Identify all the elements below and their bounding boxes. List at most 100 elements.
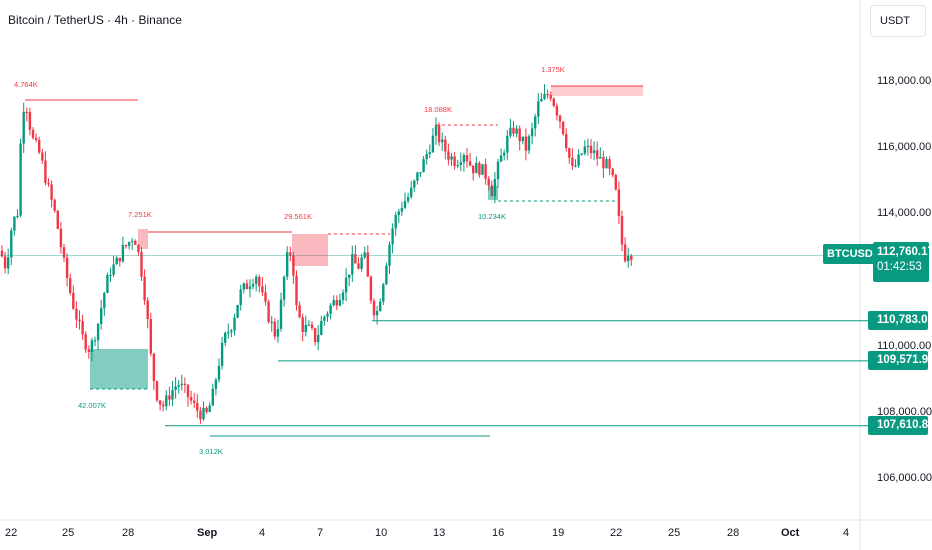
time-axis-label: 7 — [317, 527, 324, 539]
candle-body — [84, 334, 87, 350]
live-price-tag: 112,760.17 01:42:53 — [873, 242, 932, 282]
time-axis-label: 28 — [727, 527, 740, 539]
candle-body — [22, 111, 25, 144]
candle-body — [425, 153, 428, 160]
candle-body — [41, 152, 44, 161]
candle-body — [72, 292, 75, 309]
volume-annotation: 10.234K — [478, 212, 506, 221]
candle-body — [152, 353, 156, 382]
candle-body — [354, 254, 357, 264]
candle-body — [599, 157, 602, 159]
candle-body — [530, 128, 534, 137]
candle-body — [56, 210, 59, 229]
candle-body — [413, 180, 416, 188]
candle-body — [450, 156, 453, 160]
price-axis-label: 114,000.00 — [877, 207, 932, 220]
candle-body — [481, 164, 484, 175]
candle-body — [543, 93, 546, 99]
candle-body — [382, 284, 385, 302]
volume-annotation: 18.088K — [424, 105, 452, 114]
candle-body — [534, 116, 537, 129]
candle-body — [369, 276, 373, 301]
candle-body — [313, 328, 317, 343]
bar-countdown: 01:42:53 — [877, 261, 922, 273]
candle-body — [205, 407, 208, 413]
volume-annotation: 7.251K — [128, 210, 152, 219]
candle-body — [53, 199, 56, 211]
candle-body — [317, 334, 320, 343]
candle-body — [527, 136, 531, 151]
candle-body — [506, 135, 509, 153]
candle-body — [592, 150, 596, 154]
candle-body — [286, 252, 289, 277]
candle-body — [289, 252, 292, 256]
candle-body — [515, 128, 518, 134]
symbol-title: Bitcoin / TetherUS · 4h · Binance — [8, 13, 182, 27]
candle-body — [162, 404, 165, 407]
candle-body — [258, 276, 261, 287]
time-axis-label: 4 — [843, 527, 850, 539]
candle-body — [627, 255, 630, 262]
candle-body — [90, 340, 94, 352]
candle-body — [273, 321, 276, 337]
candle-body — [47, 182, 50, 185]
candle-body — [282, 276, 286, 300]
candle-body — [406, 196, 410, 202]
time-axis-label: 16 — [492, 527, 505, 539]
candle-body — [81, 321, 84, 335]
candle-body — [304, 324, 307, 333]
demand-zone — [488, 186, 498, 200]
candle-body — [233, 317, 236, 331]
candle-body — [360, 257, 363, 269]
candle-body — [329, 305, 332, 314]
candle-body — [431, 135, 435, 153]
candle-body — [320, 320, 323, 335]
candle-body — [10, 230, 13, 258]
candle-body — [140, 251, 143, 277]
candle-body — [434, 125, 438, 136]
candle-body — [565, 134, 568, 149]
candle-body — [441, 139, 444, 143]
candle-body — [478, 162, 481, 175]
volume-annotation: 1.375K — [541, 65, 565, 74]
currency-button[interactable]: USDT — [870, 5, 926, 37]
candle-body — [453, 156, 456, 166]
candle-body — [391, 228, 394, 245]
symbol-price-tag: BTCUSDT — [823, 244, 884, 264]
candle-body — [236, 305, 239, 318]
candle-body — [437, 125, 441, 143]
candle-body — [574, 165, 577, 167]
demand-zone — [90, 349, 148, 389]
candle-body — [65, 257, 69, 279]
candle-body — [602, 157, 605, 169]
candle-body — [199, 410, 202, 420]
candle-body — [630, 255, 633, 260]
candle-body — [422, 159, 425, 173]
time-axis-label: 19 — [552, 527, 565, 539]
candle-body — [224, 332, 227, 343]
candle-body — [165, 395, 168, 407]
candle-body — [13, 216, 16, 231]
candle-body — [270, 321, 273, 323]
candle-body — [118, 257, 121, 262]
candle-body — [555, 105, 559, 116]
candle-body — [3, 256, 7, 269]
candle-body — [521, 136, 524, 142]
candle-body — [605, 159, 608, 169]
candle-body — [28, 111, 32, 130]
candle-body — [193, 400, 196, 403]
price-axis-label: 118,000.00 — [877, 75, 932, 87]
candle-body — [518, 128, 521, 142]
candle-body — [512, 127, 515, 134]
candle-body — [348, 274, 351, 278]
candle-body — [93, 340, 97, 342]
candle-body — [580, 153, 583, 155]
volume-annotation: 3.012K — [199, 447, 223, 456]
candle-body — [189, 397, 193, 401]
candle-body — [419, 172, 422, 174]
price-level-tag: 109,571.93 — [868, 351, 932, 371]
candle-body — [524, 136, 528, 151]
live-price: 112,760.17 — [877, 246, 932, 258]
